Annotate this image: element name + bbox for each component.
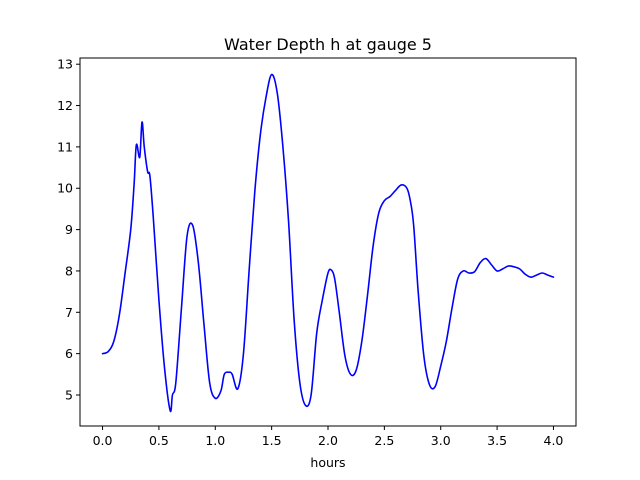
y-tick-label: 10	[57, 181, 73, 196]
y-tick-label: 5	[65, 387, 73, 402]
x-tick-label: 2.0	[318, 433, 338, 448]
x-tick-label: 1.0	[205, 433, 225, 448]
x-tick-label: 0.5	[149, 433, 169, 448]
x-axis-label: hours	[310, 455, 345, 470]
axis-ticks: 0.0 0.5 1.0 1.5 2.0 2.5 3.0 3.5 4.0 5 6 7 8 9 10 11 12 13	[57, 57, 563, 448]
x-tick-label: 2.5	[374, 433, 394, 448]
x-tick-label: 0.0	[93, 433, 113, 448]
y-tick-label: 13	[57, 57, 73, 72]
y-tick-label: 8	[65, 263, 73, 278]
plot-frame	[79, 57, 577, 427]
y-tick-label: 6	[65, 346, 73, 361]
y-tick-label: 12	[57, 98, 73, 113]
x-tick-label: 1.5	[262, 433, 282, 448]
chart-title: Water Depth h at gauge 5	[224, 35, 432, 54]
y-tick-label: 9	[65, 222, 73, 237]
x-tick-label: 3.5	[487, 433, 507, 448]
series-line	[101, 73, 555, 413]
x-tick-label: 4.0	[544, 433, 564, 448]
y-tick-label: 7	[65, 305, 73, 320]
plot-series	[101, 73, 555, 413]
y-tick-label: 11	[57, 139, 73, 154]
x-tick-label: 3.0	[431, 433, 451, 448]
